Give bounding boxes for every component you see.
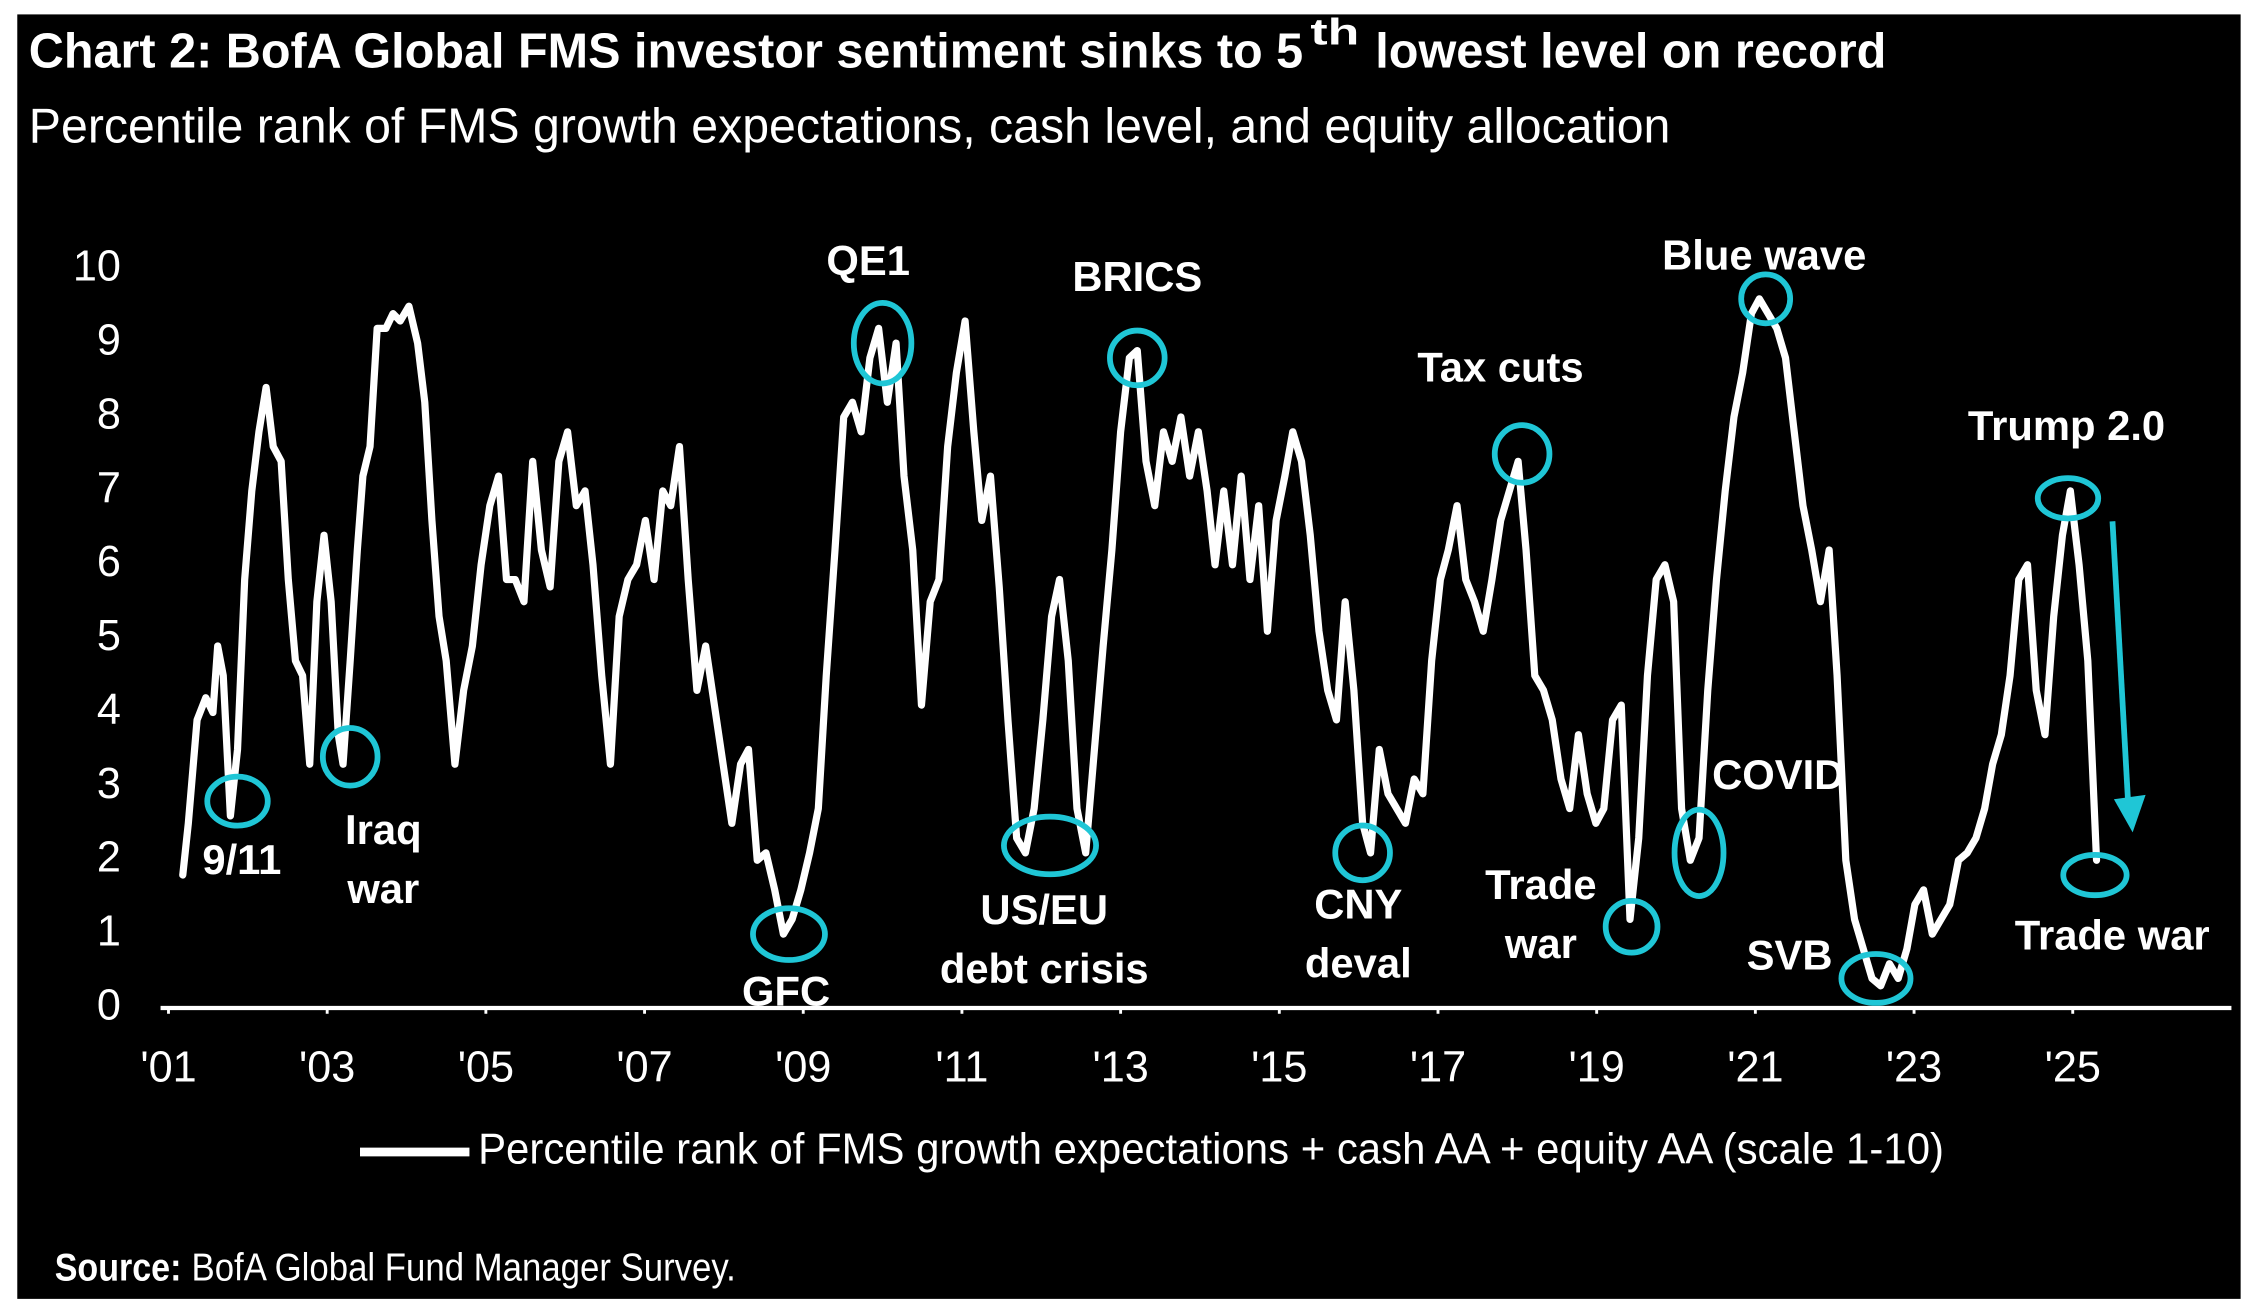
- y-tick-label: 10: [73, 243, 121, 291]
- arrow-shaft: [2109, 521, 2132, 807]
- x-tick-label: '05: [458, 1043, 514, 1091]
- x-tick-label: '09: [775, 1043, 831, 1091]
- chart-area: Chart 2: BofA Global FMS investor sentim…: [17, 10, 2241, 1299]
- annotation-circle: [750, 905, 828, 963]
- annotation-circle: [1602, 897, 1661, 956]
- x-tick-label: '25: [2045, 1043, 2101, 1091]
- annotation-label: Blue wave: [1662, 232, 1866, 279]
- legend-label: Percentile rank of FMS growth expectatio…: [478, 1125, 1944, 1173]
- annotation-circle: [2034, 475, 2102, 522]
- x-tick-label: '17: [1410, 1043, 1466, 1091]
- annotation-label: CNY: [1314, 881, 1402, 928]
- annotation-label: war: [1504, 920, 1577, 967]
- y-tick-label: 8: [97, 390, 121, 438]
- y-tick-label: 7: [97, 464, 121, 512]
- annotation-circle: [1332, 822, 1393, 884]
- annotation-circle: [1491, 422, 1553, 486]
- annotation-label: QE1: [826, 237, 910, 284]
- annotation-circle: [2060, 851, 2130, 899]
- annotation-circle: [1671, 806, 1727, 899]
- y-tick-label: 4: [97, 686, 121, 734]
- annotation-circle: [204, 773, 271, 829]
- annotation-circle: [1001, 813, 1099, 878]
- annotation-label: debt crisis: [940, 945, 1149, 992]
- source-label: Source:: [55, 1246, 182, 1289]
- annotation-circle: [319, 725, 381, 789]
- annotation-label: Trade: [1485, 861, 1596, 908]
- annotation-label: GFC: [742, 968, 830, 1015]
- x-tick-label: '19: [1569, 1043, 1625, 1091]
- x-tick-label: '11: [935, 1043, 988, 1091]
- chart-title-superscript: th: [1310, 10, 1359, 52]
- y-tick-label: 3: [97, 760, 121, 808]
- annotation-label: 9/11: [202, 836, 281, 883]
- annotation-label: Trade war: [2015, 911, 2210, 958]
- x-tick-label: '07: [616, 1043, 672, 1091]
- chart-subtitle: Percentile rank of FMS growth expectatio…: [29, 100, 1671, 154]
- annotation-circle: [1738, 271, 1794, 327]
- x-tick-label: '23: [1886, 1043, 1942, 1091]
- annotation-circle: [850, 299, 915, 387]
- annotation-circle: [1107, 327, 1168, 389]
- annotation-label: US/EU: [980, 886, 1108, 933]
- x-tick-label: '13: [1092, 1043, 1148, 1091]
- arrow-head: [2113, 794, 2146, 833]
- y-tick-label: 9: [97, 317, 121, 365]
- x-tick-label: '03: [299, 1043, 355, 1091]
- chart-title: Chart 2: BofA Global FMS investor sentim…: [29, 25, 1303, 79]
- series-line: [179, 295, 2101, 990]
- annotation-label: Iraq: [345, 806, 422, 853]
- chart-title-end: lowest level on record: [1375, 25, 1886, 79]
- annotation-label: deval: [1305, 940, 1412, 987]
- annotation-label: BRICS: [1072, 253, 1202, 300]
- y-tick-label: 1: [97, 908, 121, 956]
- source-text: BofA Global Fund Manager Survey.: [192, 1246, 736, 1289]
- y-tick-label: 0: [97, 981, 121, 1029]
- x-tick-label: '15: [1251, 1043, 1307, 1091]
- annotation-label: war: [346, 865, 419, 912]
- annotation-label: Trump 2.0: [1968, 402, 2165, 449]
- y-tick-label: 5: [97, 612, 121, 660]
- y-tick-label: 6: [97, 538, 121, 586]
- annotation-label: Tax cuts: [1417, 343, 1583, 390]
- annotation-circle: [1838, 951, 1914, 1006]
- annotation-label: SVB: [1747, 931, 1833, 978]
- annotation-label: COVID: [1712, 751, 1844, 798]
- x-tick-label: '01: [140, 1043, 196, 1091]
- x-tick-label: '21: [1727, 1043, 1783, 1091]
- y-tick-label: 2: [97, 834, 121, 882]
- panel: [17, 14, 2241, 1299]
